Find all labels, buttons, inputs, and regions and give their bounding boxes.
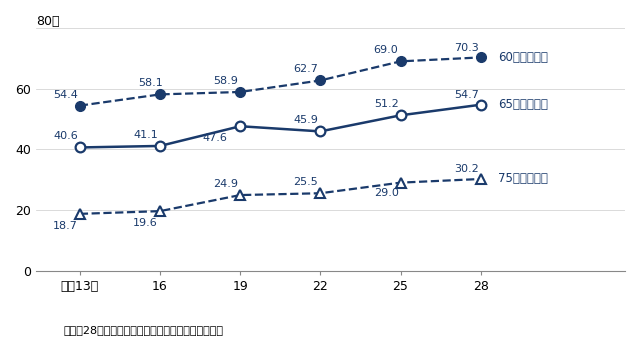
Text: 24.9: 24.9: [213, 179, 238, 189]
Text: 45.9: 45.9: [294, 115, 318, 125]
Text: 54.7: 54.7: [454, 90, 479, 100]
Text: 29.0: 29.0: [374, 188, 399, 198]
Text: 47.6: 47.6: [202, 133, 227, 143]
Text: 70.3: 70.3: [454, 43, 479, 53]
Text: 18.7: 18.7: [53, 220, 78, 231]
Text: 51.2: 51.2: [374, 99, 399, 109]
Text: 75歳以上同士: 75歳以上同士: [499, 172, 548, 186]
Text: 41.1: 41.1: [133, 130, 158, 140]
Text: 40.6: 40.6: [53, 131, 78, 141]
Text: 65歳以上同士: 65歳以上同士: [499, 98, 548, 111]
Text: 58.1: 58.1: [138, 78, 163, 88]
Text: 60歳以上同士: 60歳以上同士: [499, 51, 548, 64]
Text: 58.9: 58.9: [213, 76, 238, 86]
Text: 62.7: 62.7: [294, 64, 318, 74]
Text: 注：帧28年の数値は、熊本県を除いたものである。: 注：帧28年の数値は、熊本県を除いたものである。: [64, 324, 224, 335]
Text: 19.6: 19.6: [133, 218, 158, 228]
Text: 80％: 80％: [36, 15, 60, 28]
Text: 54.4: 54.4: [53, 90, 78, 100]
Text: 30.2: 30.2: [454, 165, 479, 174]
Text: 69.0: 69.0: [374, 45, 399, 55]
Text: 25.5: 25.5: [294, 177, 318, 187]
